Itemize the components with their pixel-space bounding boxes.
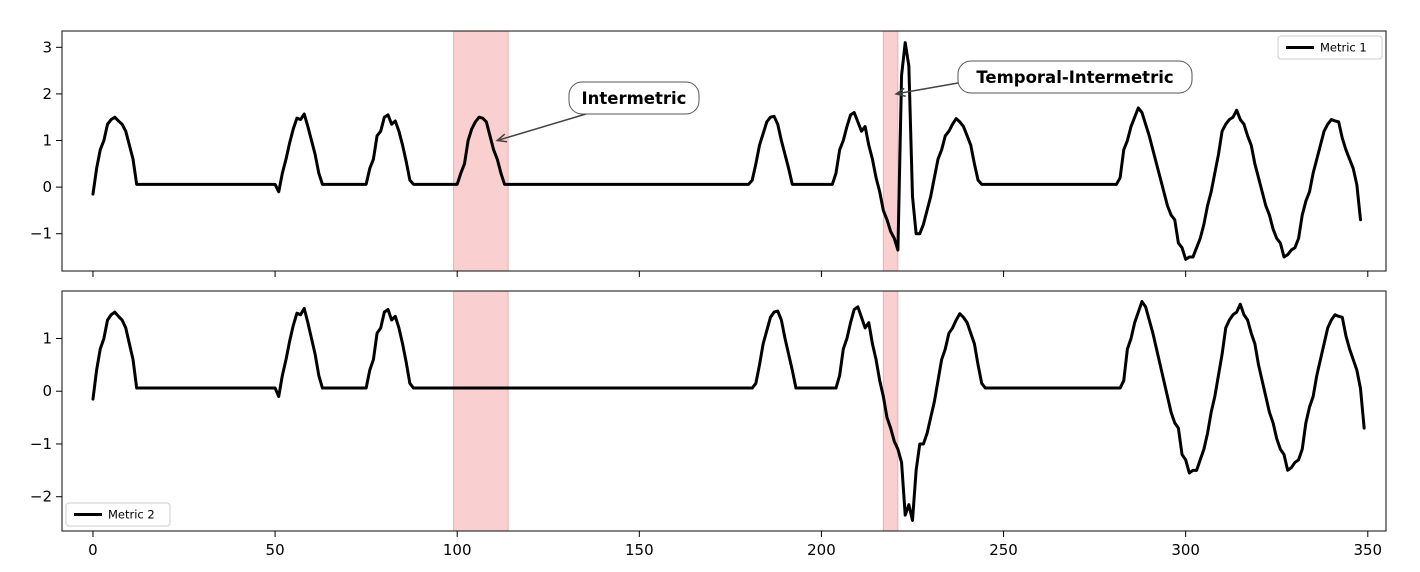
panel-2: −2 −1 0 1 0 50 100 150 200 250 300 350 Metric 2	[30, 291, 1386, 559]
series-line-2	[93, 302, 1364, 521]
highlight-region-2	[883, 31, 898, 271]
legend-1: Metric 1	[1278, 36, 1382, 59]
x-tick-label: 250	[989, 541, 1018, 559]
y-tick-label: 2	[42, 85, 52, 103]
x-tick-label: 150	[625, 541, 654, 559]
annotation-arrow	[896, 83, 958, 94]
x-tick-label: 300	[1171, 541, 1200, 559]
annotation-label: Temporal-Intermetric	[976, 68, 1173, 87]
axes-frame-2	[62, 291, 1386, 531]
annotation-arrow	[497, 114, 586, 141]
x-tick-label: 350	[1353, 541, 1382, 559]
x-tick-label: 200	[807, 541, 836, 559]
y-tick-label: 1	[42, 132, 52, 150]
annotation-1: Intermetric	[497, 82, 699, 142]
y-tick-label: −1	[30, 225, 52, 243]
x-tick-label: 0	[88, 541, 98, 559]
highlight-region-1	[454, 31, 509, 271]
y-tick-label: −2	[30, 488, 52, 506]
y-tick-label: 0	[42, 382, 52, 400]
y-tick-label: 1	[42, 329, 52, 347]
highlight-region-1	[454, 291, 509, 531]
x-tick-label: 50	[266, 541, 285, 559]
annotation-2: Temporal-Intermetric	[896, 61, 1192, 96]
annotation-label: Intermetric	[582, 89, 687, 108]
legend-label: Metric 2	[108, 508, 155, 522]
y-tick-label: −1	[30, 435, 52, 453]
y-tick-label: 0	[42, 178, 52, 196]
legend-label: Metric 1	[1320, 41, 1367, 55]
x-tick-label: 100	[443, 541, 472, 559]
y-tick-label: 3	[42, 38, 52, 56]
legend-2: Metric 2	[66, 503, 170, 526]
